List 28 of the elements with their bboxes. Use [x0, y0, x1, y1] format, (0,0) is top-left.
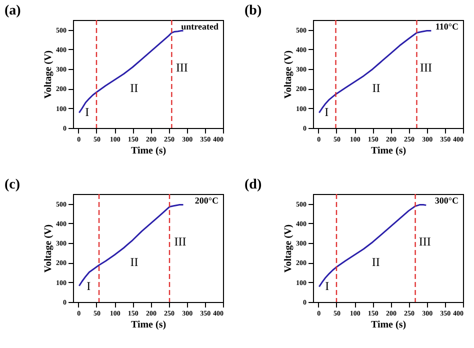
annotation: III [174, 234, 186, 249]
annotation: 300°C [434, 195, 458, 206]
annotation: I [86, 278, 91, 293]
x-axis-title: Time (s) [130, 146, 166, 156]
annotation: I [85, 104, 90, 119]
annotation: II [130, 255, 138, 270]
annotation: untreated [181, 21, 218, 32]
x-axis-title: Time (s) [130, 320, 166, 330]
annotation: III [418, 234, 431, 249]
annotation: III [420, 60, 432, 75]
annotation: II [372, 255, 380, 270]
annotation: II [130, 81, 138, 96]
x-axis-title: Time (s) [370, 146, 406, 156]
y-axis-title: Voltage (V) [43, 50, 54, 99]
annotation: II [372, 81, 380, 96]
annotation: I [325, 278, 330, 293]
x-axis-title: Time (s) [370, 320, 406, 330]
annotation: 200°C [194, 195, 218, 206]
y-axis-title: Voltage (V) [283, 50, 294, 99]
annotation: III [176, 60, 188, 75]
chart-title: (d) [244, 177, 262, 192]
chart-title: (a) [4, 3, 22, 18]
annotation: 110°C [435, 21, 458, 32]
annotation: I [324, 104, 329, 119]
chart-title: (b) [244, 3, 262, 18]
y-axis-title: Voltage (V) [283, 224, 294, 273]
y-axis-title: Voltage (V) [43, 224, 54, 273]
chart-title: (c) [4, 177, 20, 192]
